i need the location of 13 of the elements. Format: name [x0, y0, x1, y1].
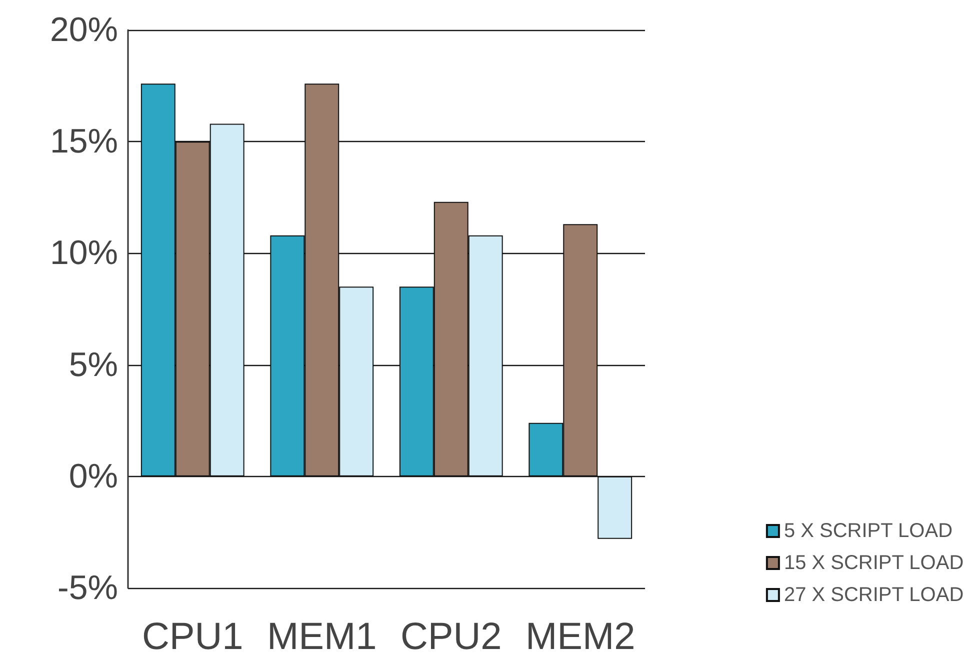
x-tick-label: CPU2	[400, 616, 502, 658]
y-tick-label: -5%	[58, 569, 118, 607]
x-tick-label: MEM1	[266, 616, 377, 658]
legend-label: 5 X SCRIPT LOAD	[784, 520, 953, 542]
y-tick-label: 15%	[50, 122, 118, 161]
y-tick-label: 5%	[68, 346, 118, 384]
x-tick-label: MEM2	[525, 616, 636, 658]
y-tick-label: 20%	[50, 11, 118, 49]
x-tick-label: CPU1	[142, 616, 244, 658]
legend-label: 15 X SCRIPT LOAD	[784, 552, 964, 574]
legend-label: 27 X SCRIPT LOAD	[784, 584, 964, 606]
y-tick-label: 0%	[68, 457, 118, 496]
y-tick-label: 10%	[50, 234, 118, 272]
